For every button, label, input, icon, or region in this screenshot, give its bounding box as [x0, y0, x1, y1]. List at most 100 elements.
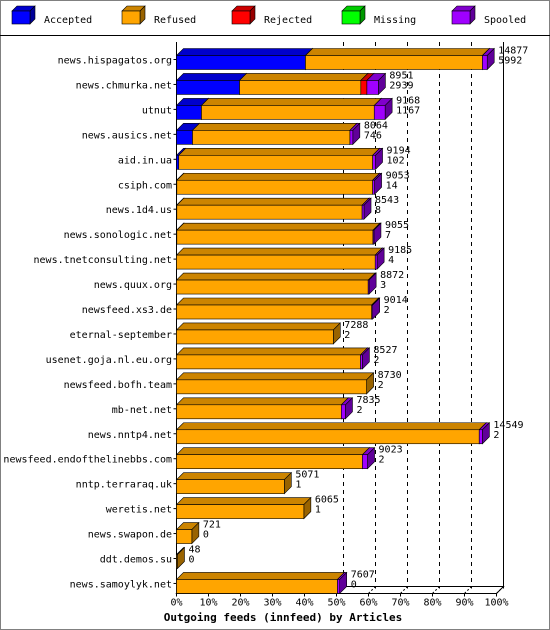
floor-tick-80 [432, 586, 440, 594]
bar-segment-spooled [372, 222, 382, 245]
bar-segment-refused [175, 397, 350, 420]
bar-segment-refused [176, 197, 370, 220]
bar-segment-spooled [374, 247, 385, 270]
x-tick-label: 30% [263, 597, 281, 608]
value-label-accepted: 0 [351, 579, 357, 590]
bar-segment-refused [175, 272, 376, 295]
value-label-accepted: 2 [344, 330, 350, 341]
bar-segment-spooled [481, 47, 495, 71]
bar-segment-spooled [478, 422, 491, 445]
category-label: news.hispagatos.org [58, 56, 172, 67]
value-label-total: 14549 [493, 420, 523, 431]
value-label-accepted: 1 [315, 505, 321, 516]
category-label: news.1d4.us [106, 205, 172, 216]
bar-segment-refused [175, 422, 487, 445]
value-label-total: 721 [203, 520, 221, 531]
floor-tick-90 [464, 586, 472, 594]
legend-label-refused: Refused [154, 15, 196, 26]
value-label-total: 8527 [373, 345, 397, 356]
bar-segment-refused [175, 446, 371, 470]
category-label: mb-net.net [112, 405, 172, 416]
legend-label-missing: Missing [374, 15, 416, 26]
value-label-accepted: 7 [385, 230, 391, 241]
bar-segment-refused [178, 147, 381, 171]
category-label: newsfeed.endofthelinebbs.com [3, 455, 172, 466]
value-label-total: 8951 [389, 70, 413, 81]
value-label-total: 8543 [375, 195, 399, 206]
category-label: eternal-september [70, 330, 172, 341]
value-label-accepted: 4 [388, 255, 394, 266]
category-label: newsfeed.xs3.de [82, 305, 172, 316]
bar-segment-refused [175, 247, 383, 270]
category-label: news.quux.org [94, 280, 172, 291]
legend-swatch-spooled [451, 5, 476, 25]
bar-segment-refused [176, 172, 381, 195]
bar-segment-refused [175, 496, 312, 520]
value-label-total: 8064 [364, 120, 388, 131]
value-label-accepted: 1 [295, 480, 301, 491]
value-label-total: 7607 [351, 569, 375, 580]
bar-segment-refused [175, 571, 346, 595]
floor-tick-70 [400, 586, 408, 594]
bar-segment-accepted [175, 47, 314, 71]
legend: Accepted Refused Rejected Missing Spooled [11, 5, 526, 26]
category-label: aid.in.ua [118, 155, 172, 166]
bar-segment-refused [175, 297, 380, 320]
bar-segment-spooled [361, 197, 372, 220]
value-label-total: 9023 [379, 445, 403, 456]
bar-segment-spooled [370, 297, 381, 320]
floor-tick-60 [368, 586, 376, 594]
value-label-accepted: 2 [384, 305, 390, 316]
x-tick-label: 20% [231, 597, 249, 608]
value-label-accepted: 0 [203, 530, 209, 541]
bar-segment-refused [175, 471, 293, 495]
bar-segment-spooled [371, 147, 384, 171]
bar-segment-refused [175, 372, 375, 395]
legend-swatch-refused [121, 5, 146, 25]
legend-label-rejected: Rejected [264, 15, 312, 26]
bar-segment-refused [238, 72, 369, 96]
bar-segment-spooled [361, 446, 376, 470]
floor-tick-100 [496, 586, 504, 594]
category-label: usenet.goja.nl.eu.org [46, 355, 172, 366]
bar-segment-spooled [349, 122, 361, 146]
value-label-total: 8730 [378, 370, 402, 381]
legend-swatch-missing [341, 5, 366, 25]
value-label-total: 5071 [295, 470, 319, 481]
legend-swatch-accepted [11, 5, 36, 25]
bar-segment-refused [304, 47, 491, 71]
value-label-accepted: 5992 [498, 56, 522, 67]
plot-area: 0% 10% 20% 30% 40% 50% 60% 70% 80% 90% 100% news.hi… [3, 42, 528, 608]
value-label-accepted: 102 [387, 155, 405, 166]
value-label-accepted: 8 [375, 205, 381, 216]
x-tick-label: 70% [391, 597, 409, 608]
category-label: utnut [142, 105, 172, 116]
x-tick-label: 40% [295, 597, 313, 608]
value-label-total: 8872 [380, 270, 404, 281]
legend-label-spooled: Spooled [484, 15, 526, 26]
bar-segment-refused [175, 322, 342, 345]
category-label: news.sonologic.net [64, 230, 172, 241]
category-label: nntp.terraraq.uk [76, 480, 172, 491]
bar-segment-spooled [336, 571, 348, 595]
x-tick-label: 0% [170, 597, 182, 608]
category-label: news.tnetconsulting.net [34, 255, 172, 266]
value-label-accepted: 0 [188, 555, 194, 566]
category-label: csiph.com [118, 180, 172, 191]
